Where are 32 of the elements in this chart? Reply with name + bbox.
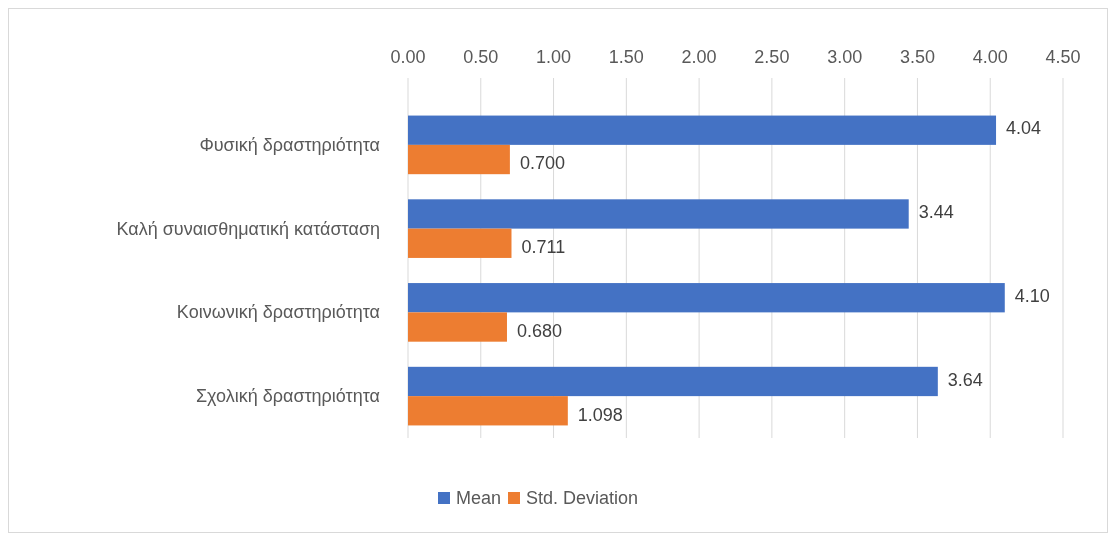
bar (408, 283, 1005, 313)
legend-label: Mean (456, 488, 502, 508)
y-tick-label: Κοινωνική δραστηριότητα (176, 302, 380, 323)
x-tick-label: 2.00 (681, 47, 717, 67)
x-tick-label: 4.50 (1045, 47, 1081, 67)
data-label: 3.64 (947, 369, 983, 390)
data-label: 1.098 (577, 404, 623, 425)
bar (408, 396, 568, 426)
bar (408, 115, 997, 145)
bar (408, 199, 909, 229)
x-tick-label: 3.50 (899, 47, 935, 67)
bar (408, 144, 510, 175)
legend-label: Std. Deviation (526, 488, 639, 508)
data-label: 4.04 (1006, 118, 1042, 139)
x-tick-label: 4.00 (972, 47, 1008, 67)
data-label: 0.700 (519, 153, 565, 174)
y-tick-label: Καλή συναισθηματική κατάσταση (116, 218, 380, 239)
x-tick-label: 0.00 (390, 47, 426, 67)
y-tick-label: Σχολική δραστηριότητα (195, 386, 380, 407)
x-tick-label: 2.50 (754, 47, 790, 67)
data-label: 0.680 (516, 320, 563, 341)
x-tick-label: 1.50 (608, 47, 644, 67)
y-tick-label: Φυσική δραστηριότητα (199, 134, 380, 155)
data-label: 4.10 (1014, 285, 1050, 306)
bar (408, 366, 938, 397)
bar (408, 228, 512, 258)
data-label: 3.44 (918, 202, 954, 223)
x-tick-label: 1.00 (536, 47, 572, 67)
x-tick-label: 0.50 (463, 47, 499, 67)
x-tick-label: 3.00 (827, 47, 863, 67)
data-label: 0.711 (521, 237, 566, 258)
bar (408, 312, 507, 342)
